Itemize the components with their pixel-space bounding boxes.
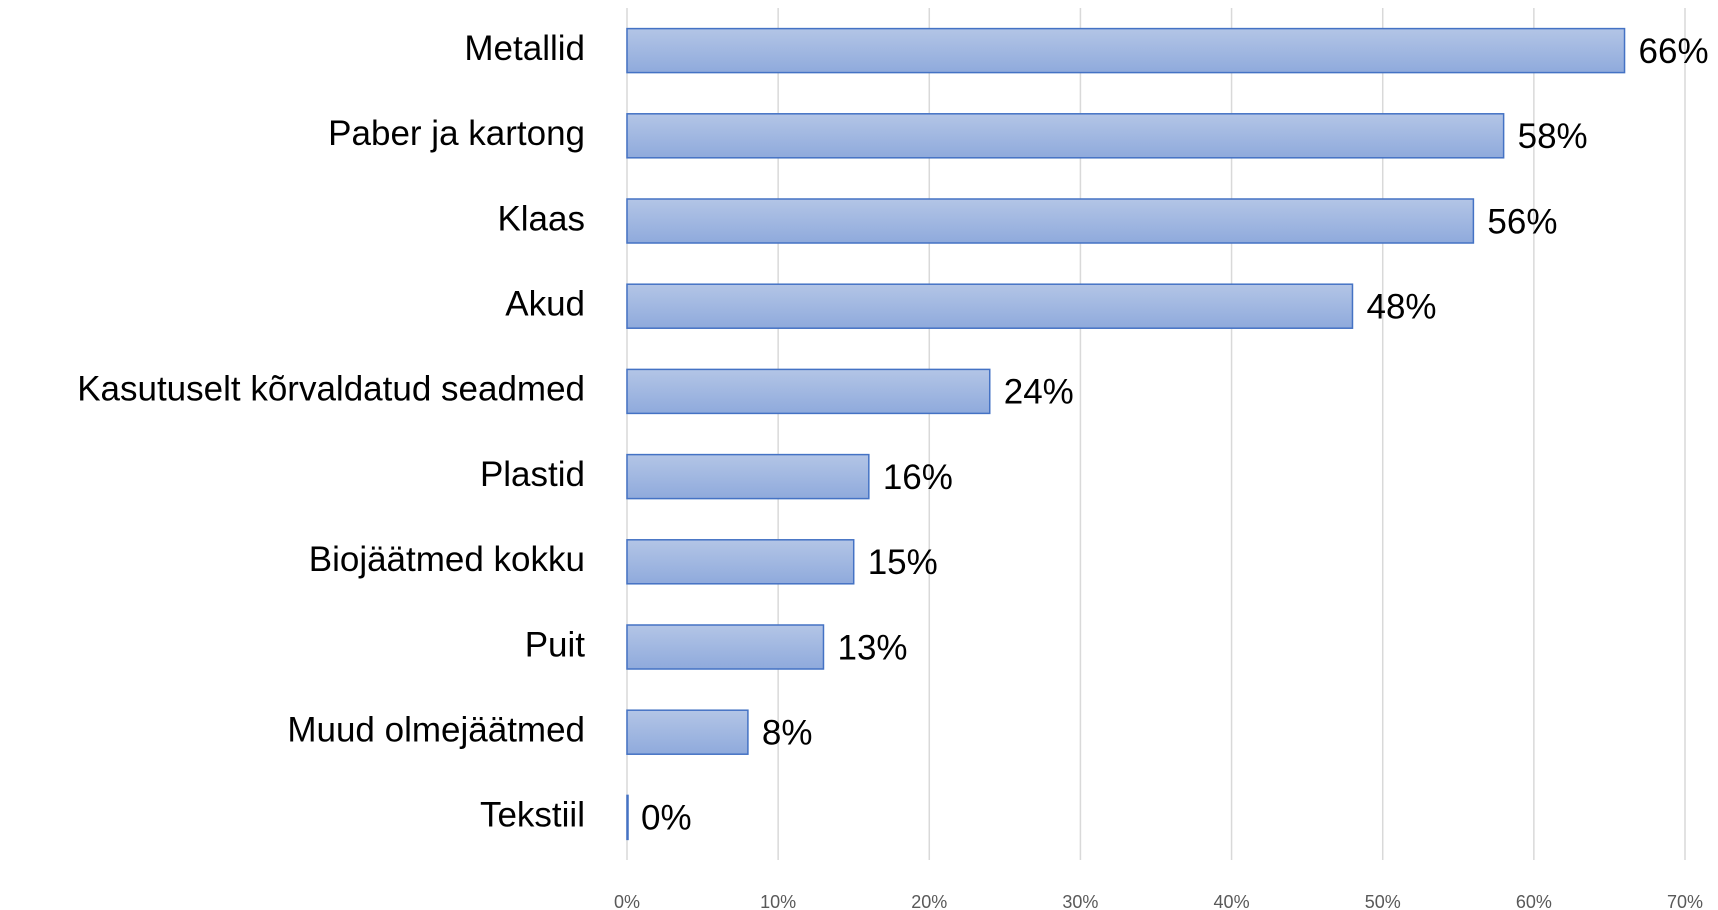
bar <box>626 368 991 415</box>
category-label: Kasutuselt kõrvaldatud seadmed <box>77 370 585 409</box>
x-tick-label: 60% <box>1516 892 1552 910</box>
category-label: Paber ja kartong <box>328 114 585 153</box>
value-label: 13% <box>837 628 907 667</box>
category-label: Tekstiil <box>480 796 585 835</box>
value-label: 16% <box>883 458 953 497</box>
x-tick-label: 50% <box>1365 892 1401 910</box>
value-label: 48% <box>1366 287 1436 326</box>
category-label: Akud <box>505 284 585 323</box>
x-tick-label: 40% <box>1214 892 1250 910</box>
x-tick-label: 20% <box>911 892 947 910</box>
category-label: Klaas <box>497 199 585 238</box>
category-label: Metallid <box>464 29 585 68</box>
x-tick-label: 10% <box>760 892 796 910</box>
x-tick-label: 70% <box>1667 892 1703 910</box>
value-label: 66% <box>1639 32 1709 71</box>
category-label: Muud olmejäätmed <box>287 710 585 749</box>
bar <box>626 113 1505 159</box>
value-label: 8% <box>762 713 813 752</box>
bar <box>626 539 855 585</box>
bar <box>626 198 1475 244</box>
bar <box>626 27 1626 74</box>
value-label: 56% <box>1487 202 1557 241</box>
bar <box>626 709 749 755</box>
category-label: Plastid <box>480 455 585 494</box>
value-label: 24% <box>1004 373 1074 412</box>
value-label: 58% <box>1518 117 1588 156</box>
value-label: 15% <box>868 543 938 582</box>
bar <box>626 794 629 841</box>
bar <box>626 283 1354 329</box>
bar <box>626 453 870 500</box>
x-tick-label: 30% <box>1062 892 1098 910</box>
bar <box>626 624 825 670</box>
value-label: 0% <box>641 799 692 838</box>
category-label: Biojäätmed kokku <box>309 540 585 579</box>
x-tick-label: 0% <box>614 892 640 910</box>
category-label: Puit <box>525 625 586 664</box>
